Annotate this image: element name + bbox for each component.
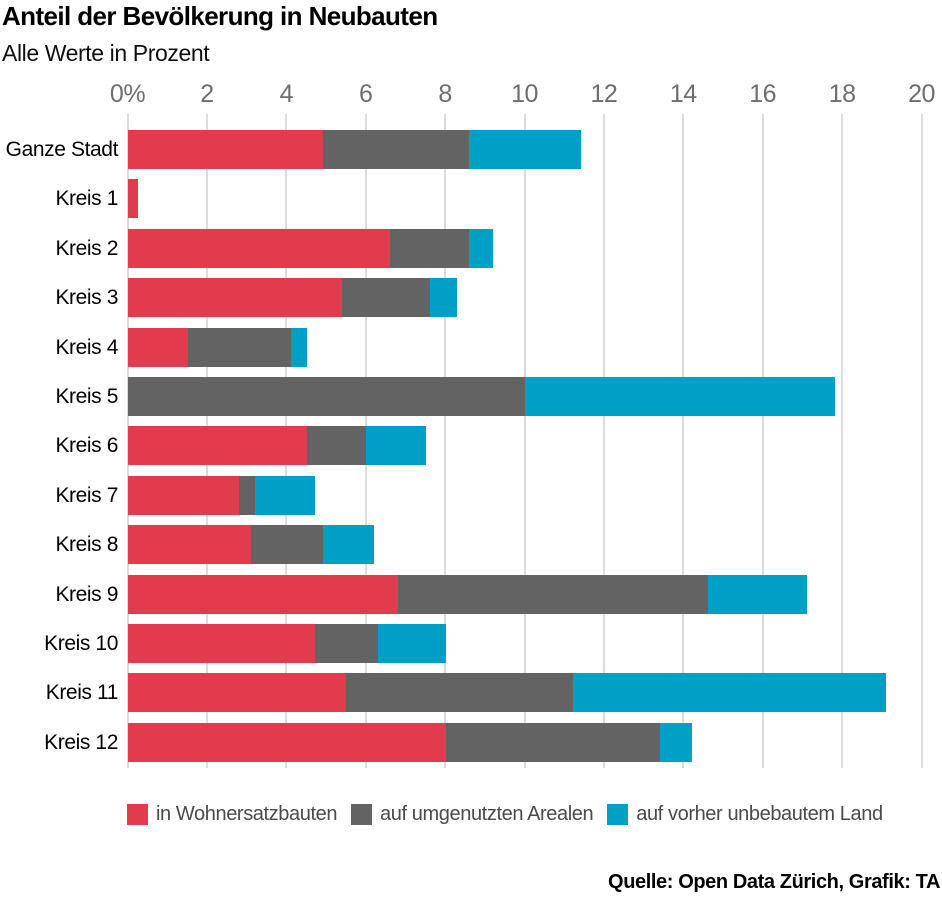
bar-segment <box>469 130 581 169</box>
legend-item: in Wohnersatzbauten <box>127 803 337 826</box>
bar-segment <box>290 327 307 367</box>
bar-segment <box>572 673 887 713</box>
bar-segment <box>128 377 525 416</box>
bar-segment <box>659 722 692 762</box>
bar-segment <box>128 673 347 713</box>
bar-segment <box>128 426 307 466</box>
category-label: Ganze Stadt <box>5 138 119 161</box>
gridline <box>126 114 129 768</box>
bar-segment <box>397 574 708 614</box>
legend-label: auf umgenutzten Arealen <box>380 803 594 825</box>
bar-ganze-stadt <box>128 130 581 169</box>
bar-kreis-8 <box>128 525 375 565</box>
category-label: Kreis 4 <box>55 335 118 359</box>
x-tick-label: 12 <box>590 80 618 108</box>
bar-segment <box>255 475 315 515</box>
category-label: Kreis 9 <box>55 582 118 606</box>
bar-segment <box>314 624 379 663</box>
legend-label: in Wohnersatzbauten <box>156 803 338 825</box>
x-tick-label: 4 <box>279 80 294 108</box>
category-label: Kreis 11 <box>45 681 119 705</box>
bar-segment <box>128 525 252 565</box>
bar-segment <box>128 475 240 515</box>
gridline <box>444 114 447 768</box>
bar-kreis-1 <box>128 179 138 219</box>
bar-segment <box>128 278 343 318</box>
category-label: Kreis 12 <box>44 730 118 754</box>
bar-kreis-5 <box>128 377 835 416</box>
legend-swatch <box>607 804 629 825</box>
gridline <box>682 114 685 768</box>
category-label: Kreis 3 <box>55 286 118 310</box>
x-tick-label: 20 <box>908 80 935 108</box>
x-tick-label: 18 <box>828 80 856 108</box>
bar-segment <box>469 228 494 268</box>
plot-area: 0% 2 4 6 8 10 12 14 16 18 20 Ganze Stadt Kreis 1 Krei… <box>5 80 935 768</box>
bar-segment <box>128 228 391 268</box>
category-label: Kreis 5 <box>55 385 118 408</box>
legend-label: auf vorher unbebautem Land <box>636 803 883 825</box>
category-label: Kreis 6 <box>55 434 118 458</box>
gridline <box>761 114 764 768</box>
x-tick-label: 6 <box>358 80 373 108</box>
legend-swatch <box>127 804 148 825</box>
bar-segment <box>346 673 573 713</box>
bar-segment <box>342 278 430 318</box>
bar-segment <box>366 426 426 466</box>
legend-item: auf vorher unbebautem Land <box>607 803 883 826</box>
bar-kreis-6 <box>128 426 426 466</box>
bar-segment <box>128 179 138 219</box>
category-label: Kreis 1 <box>55 187 118 211</box>
legend-item: auf umgenutzten Arealen <box>351 803 594 826</box>
bar-kreis-3 <box>128 278 458 318</box>
bar-segment <box>128 722 446 762</box>
legend-swatch <box>351 804 373 825</box>
bar-kreis-12 <box>128 722 692 762</box>
category-label: Kreis 10 <box>44 632 118 655</box>
x-tick-label: 10 <box>511 80 538 108</box>
bar-kreis-2 <box>128 228 494 268</box>
bar-segment <box>128 624 315 663</box>
x-tick-label: 8 <box>438 80 452 108</box>
category-label: Kreis 7 <box>55 483 118 507</box>
bar-segment <box>187 327 291 367</box>
bar-kreis-10 <box>128 624 446 663</box>
source-credit: Quelle: Open Data Zürich, Grafik: TA <box>608 871 940 893</box>
gridline <box>602 114 605 768</box>
category-label: Kreis 8 <box>55 533 118 557</box>
bar-kreis-11 <box>128 673 887 713</box>
gridline <box>920 114 923 768</box>
x-tick-label: 14 <box>669 80 697 108</box>
bar-kreis-4 <box>128 327 307 367</box>
x-tick-label: 2 <box>200 80 214 108</box>
bar-segment <box>251 525 323 565</box>
x-tick-label: 16 <box>749 80 777 108</box>
bar-segment <box>525 377 835 416</box>
bar-segment <box>390 228 470 268</box>
category-label: Kreis 2 <box>55 236 118 260</box>
bar-segment <box>378 624 446 663</box>
bar-segment <box>429 278 458 318</box>
legend: in Wohnersatzbauten auf umgenutzten Areal… <box>127 803 883 826</box>
chart-subtitle: Alle Werte in Prozent <box>2 40 210 66</box>
bar-kreis-9 <box>128 574 807 614</box>
bar-kreis-7 <box>128 475 315 515</box>
bar-segment <box>322 525 375 565</box>
x-tick-label: 0% <box>109 80 146 108</box>
bar-segment <box>239 475 256 515</box>
chart-title: Anteil der Bevölkerung in Neubauten <box>2 1 438 31</box>
bar-segment <box>128 130 323 169</box>
bar-segment <box>128 327 188 367</box>
bar-segment <box>707 574 807 614</box>
bar-segment <box>445 722 660 762</box>
gridline <box>841 114 844 768</box>
bar-segment <box>322 130 470 169</box>
bar-segment <box>128 574 398 614</box>
gridline <box>523 114 526 768</box>
bar-segment <box>306 426 367 466</box>
